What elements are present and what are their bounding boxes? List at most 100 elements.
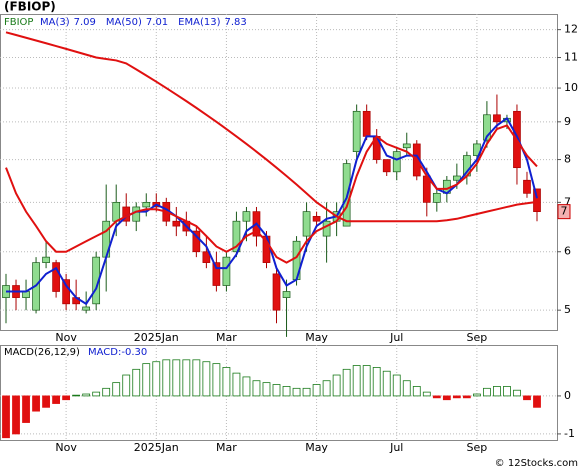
macd-bar	[202, 361, 211, 397]
y-tick-label: 7	[564, 195, 571, 208]
candle-body	[533, 188, 541, 212]
y-tick-label: 11	[564, 51, 578, 64]
macd-bar	[392, 374, 401, 397]
x-tick-label: Mar	[216, 331, 237, 344]
macd-bar	[362, 365, 371, 397]
macd-bar	[92, 391, 101, 397]
macd-bar	[252, 380, 261, 397]
x-tick-label: 2025Jan	[134, 331, 179, 344]
macd-bar	[272, 384, 281, 397]
candle-body	[382, 159, 391, 173]
macd-bar	[422, 391, 431, 397]
macd-bar	[42, 395, 50, 408]
candle-body	[432, 192, 441, 203]
y-tick-label: 5	[564, 303, 571, 316]
macd-bar	[32, 395, 40, 412]
last-price-box	[557, 204, 571, 220]
macd-panel	[0, 345, 558, 441]
macd-bar	[513, 389, 521, 397]
macd-bar	[2, 395, 10, 439]
macd-bar	[142, 363, 151, 397]
candle-body	[452, 175, 461, 181]
macd-bar	[372, 367, 381, 397]
macd-bar	[322, 380, 331, 397]
macd-bar	[292, 387, 301, 397]
legend-value: 7.09	[74, 17, 96, 28]
x-tick-label: May	[305, 441, 328, 454]
macd-bar	[52, 395, 60, 404]
candle-body	[82, 306, 91, 311]
x-tick-label: Sep	[467, 441, 488, 454]
macd-bar	[222, 367, 231, 397]
y-tick-label: 10	[564, 81, 578, 94]
macd-bar	[152, 361, 161, 397]
y-tick-label: -1	[564, 427, 575, 440]
y-tick-label: 9	[564, 115, 571, 128]
last-price-label: 7	[561, 205, 568, 218]
legend-title: FBIOP	[4, 17, 33, 28]
x-tick-label: Sep	[467, 331, 488, 344]
watermark: © 12Stocks.com	[495, 458, 578, 469]
macd-bar	[182, 359, 191, 397]
candle-body	[282, 291, 291, 298]
candle-body	[523, 179, 531, 194]
macd-bar	[172, 359, 181, 397]
macd-bar	[122, 374, 131, 397]
y-tick-label: 0	[564, 389, 571, 402]
candle-body	[112, 202, 121, 222]
candle-body	[362, 110, 371, 137]
macd-bar	[402, 380, 411, 397]
candle-body	[62, 279, 70, 305]
chart-title: (FBIOP)	[4, 0, 56, 14]
macd-bar	[312, 384, 321, 397]
candle-body	[483, 114, 491, 141]
ma-line	[5, 124, 538, 264]
macd-bar	[503, 386, 511, 397]
legend-name: MA(50)	[106, 17, 142, 28]
macd-bar	[112, 382, 121, 397]
macd-bar	[342, 368, 351, 397]
candle-body	[42, 256, 50, 263]
ma-line	[6, 116, 538, 306]
candle-body	[493, 114, 501, 123]
macd-bar	[523, 395, 531, 401]
candle-body	[222, 256, 231, 286]
candle-body	[312, 216, 321, 222]
x-tick-label: Mar	[216, 441, 237, 454]
macd-bar	[102, 387, 111, 397]
candle-body	[142, 202, 151, 208]
candle-body	[322, 220, 331, 237]
x-tick-label: Nov	[55, 331, 77, 344]
macd-bar	[192, 359, 201, 397]
x-tick-label: May	[305, 331, 328, 344]
macd-bar	[82, 393, 91, 397]
macd-bar	[452, 395, 461, 399]
macd-bar	[493, 386, 501, 397]
legend-value: 7.83	[225, 17, 247, 28]
macd-bar	[472, 393, 481, 397]
macd-bar	[262, 382, 271, 397]
macd-bar	[232, 372, 241, 397]
macd-bar	[282, 386, 291, 397]
candle-body	[212, 262, 221, 286]
legend-name: EMA(13)	[178, 17, 220, 28]
candle-body	[272, 273, 281, 311]
macd-bar	[352, 365, 361, 397]
candle-body	[202, 251, 211, 263]
macd-bar	[162, 359, 171, 397]
candle-body	[302, 211, 311, 237]
y-tick-label: 8	[564, 153, 571, 166]
candle-body	[242, 211, 251, 222]
macd-bar	[412, 386, 421, 397]
macd-bar	[132, 368, 141, 397]
macd-title: MACD(26,12,9)	[4, 347, 80, 358]
macd-bar	[12, 395, 20, 435]
y-tick-label: 6	[564, 245, 571, 258]
macd-bar	[432, 395, 441, 399]
macd-bar	[332, 374, 341, 397]
candle-body	[352, 110, 361, 153]
macd-bar	[302, 387, 311, 397]
candle-body	[232, 220, 241, 253]
x-tick-label: Jul	[389, 331, 403, 344]
